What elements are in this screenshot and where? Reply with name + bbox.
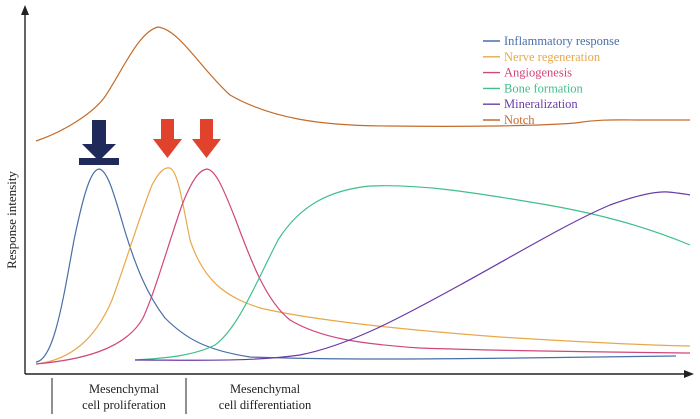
inhibition-arrow-shaft bbox=[92, 120, 106, 146]
legend-label-notch: Notch bbox=[504, 113, 535, 127]
axes: Response intensity bbox=[4, 5, 694, 378]
phase-proliferation-line2: cell proliferation bbox=[82, 398, 166, 412]
legend: Inflammatory response Nerve regeneration A… bbox=[483, 34, 620, 127]
y-axis-arrowhead bbox=[21, 5, 29, 15]
curve-mineralization bbox=[134, 191, 691, 361]
legend-label-angio: Angiogenesis bbox=[504, 66, 572, 80]
legend-label-nerve: Nerve regeneration bbox=[504, 50, 601, 64]
curve-notch bbox=[35, 26, 690, 142]
curve-angiogenesis bbox=[35, 168, 691, 365]
y-axis-title: Response intensity bbox=[4, 171, 19, 269]
curves bbox=[35, 26, 691, 365]
curve-nerve bbox=[35, 167, 691, 365]
red-arrow-1-head bbox=[153, 139, 182, 158]
red-arrow-1-shaft bbox=[161, 119, 174, 141]
inhibition-bar bbox=[79, 158, 119, 165]
curve-inflammatory bbox=[35, 168, 677, 363]
phase-proliferation-line1: Mesenchymal bbox=[89, 382, 160, 396]
inhibition-arrow-icon bbox=[79, 120, 119, 165]
legend-label-inflammatory: Inflammatory response bbox=[504, 34, 620, 48]
legend-label-bone: Bone formation bbox=[504, 81, 584, 95]
inhibition-arrow-head bbox=[82, 144, 116, 161]
phase-labels: Mesenchymal cell proliferation Mesenchym… bbox=[51, 378, 312, 414]
legend-label-mineral: Mineralization bbox=[504, 97, 578, 111]
red-arrow-2-head bbox=[192, 139, 221, 158]
red-arrow-2-shaft bbox=[200, 119, 213, 141]
phase-differentiation-line1: Mesenchymal bbox=[230, 382, 301, 396]
red-down-arrow-icon bbox=[153, 119, 182, 158]
red-down-arrow-icon-2 bbox=[192, 119, 221, 158]
x-axis-arrowhead bbox=[684, 370, 694, 378]
curve-bone bbox=[134, 185, 691, 361]
phase-differentiation-line2: cell differentiation bbox=[219, 398, 312, 412]
